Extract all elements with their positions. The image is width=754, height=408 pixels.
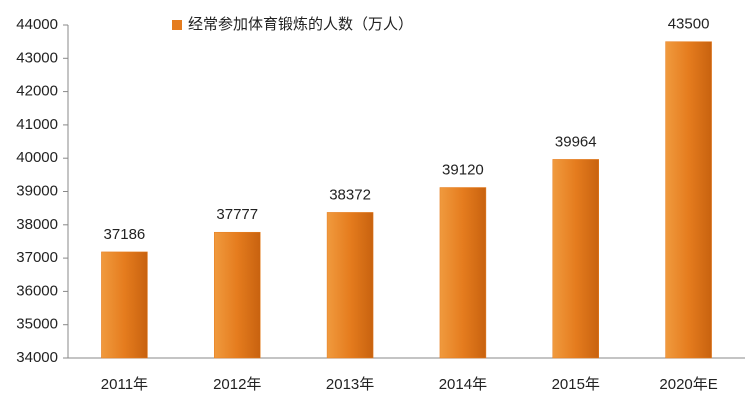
y-tick-label: 39000 <box>16 182 58 199</box>
data-label: 37777 <box>216 206 258 223</box>
bar <box>214 231 261 359</box>
x-tick-label: 2011年 <box>101 376 148 393</box>
y-tick-label: 36000 <box>16 282 58 299</box>
bar <box>101 251 148 359</box>
y-tick-label: 38000 <box>16 216 58 233</box>
x-tick-label: 2013年 <box>326 376 374 393</box>
legend-label: 经常参加体育锻炼的人数（万人） <box>188 16 413 33</box>
bar <box>665 41 712 359</box>
data-label: 37186 <box>104 226 146 243</box>
bar <box>439 187 487 359</box>
x-tick-label: 2012年 <box>213 376 261 393</box>
y-tick-label: 35000 <box>16 316 58 333</box>
x-tick-label: 2014年 <box>439 376 487 393</box>
data-label: 38372 <box>329 186 371 203</box>
x-tick-label: 2020年E <box>659 376 717 393</box>
y-tick-label: 37000 <box>16 249 58 266</box>
data-label: 39964 <box>555 133 597 150</box>
bar <box>326 212 374 359</box>
data-label: 43500 <box>668 16 710 33</box>
legend-swatch <box>172 20 182 30</box>
y-tick-label: 42000 <box>16 83 58 100</box>
y-tick-label: 41000 <box>16 116 58 133</box>
data-label: 39120 <box>442 161 484 178</box>
bar <box>552 159 599 359</box>
y-tick-label: 40000 <box>16 149 58 166</box>
y-tick-label: 44000 <box>16 16 58 33</box>
x-tick-label: 2015年 <box>552 376 600 393</box>
y-tick-label: 34000 <box>16 349 58 366</box>
y-tick-label: 43000 <box>16 49 58 66</box>
